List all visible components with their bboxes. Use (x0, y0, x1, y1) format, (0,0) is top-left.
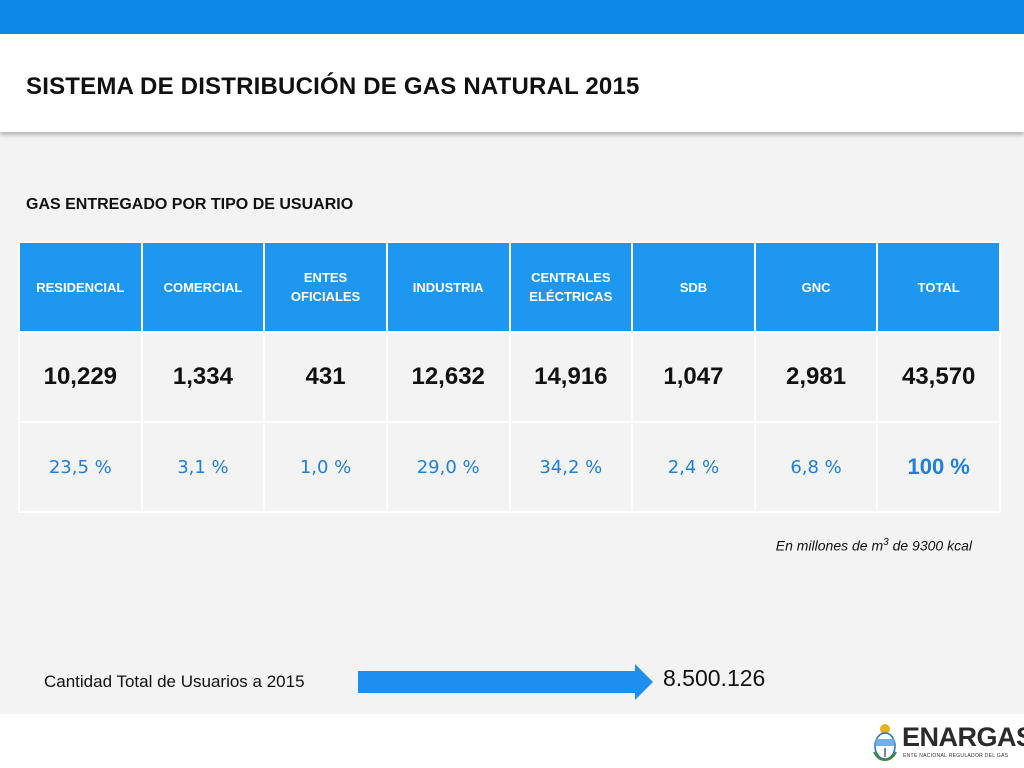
col-header-total: TOTAL (876, 241, 1001, 333)
value-gnc: 2,981 (753, 331, 879, 423)
units-note-prefix: En millones de m (775, 537, 884, 554)
value-sdb: 1,047 (631, 331, 756, 423)
total-users-value: 8.500.126 (663, 665, 766, 691)
enargas-logo: ENARGAS ENTE NACIONAL REGULADOR DEL GAS (872, 722, 1024, 764)
coat-of-arms-icon (873, 724, 897, 762)
value-centrales-electricas: 14,916 (508, 331, 634, 423)
percent-industria: 29,0 % (385, 421, 511, 513)
section-title: GAS ENTREGADO POR TIPO DE USUARIO (26, 196, 354, 213)
percent-residencial: 23,5 % (18, 421, 143, 513)
col-header-comercial: COMERCIAL (140, 241, 266, 333)
value-total: 43,570 (876, 331, 1001, 423)
title-band (0, 34, 1024, 132)
col-header-entes-oficiales: ENTES OFICIALES (263, 241, 388, 333)
percent-total: 100 % (876, 421, 1001, 513)
percent-sdb: 2,4 % (631, 421, 756, 513)
value-industria: 12,632 (385, 331, 511, 423)
table-row-percentages: 23,5 % 3,1 % 1,0 % 29,0 % 34,2 % 2,4 % 6… (18, 421, 1001, 513)
value-entes-oficiales: 431 (263, 331, 388, 423)
value-residencial: 10,229 (18, 331, 143, 423)
footer-band (0, 714, 1024, 768)
percent-centrales-electricas: 34,2 % (508, 421, 634, 513)
col-header-residencial: RESIDENCIAL (18, 241, 143, 333)
page-title: SISTEMA DE DISTRIBUCIÓN DE GAS NATURAL 2… (26, 73, 640, 100)
percent-gnc: 6,8 % (753, 421, 879, 513)
col-header-sdb: SDB (631, 241, 756, 333)
units-note-superscript: 3 (883, 537, 889, 548)
top-accent-bar (0, 0, 1024, 34)
col-header-centrales-electricas: CENTRALES ELÉCTRICAS (508, 241, 634, 333)
col-header-gnc: GNC (753, 241, 879, 333)
value-comercial: 1,334 (140, 331, 266, 423)
total-users-label: Cantidad Total de Usuarios a 2015 (44, 672, 305, 691)
right-arrow-icon (358, 664, 653, 700)
units-note: En millones de m3 de 9300 kcal (776, 537, 972, 554)
col-header-industria: INDUSTRIA (385, 241, 511, 333)
gas-delivered-table: RESIDENCIAL COMERCIAL ENTES OFICIALES IN… (18, 241, 1001, 513)
percent-comercial: 3,1 % (140, 421, 266, 513)
units-note-suffix: de 9300 kcal (888, 537, 972, 554)
table-row-values: 10,229 1,334 431 12,632 14,916 1,047 2,9… (18, 331, 1001, 423)
logo-text: ENARGAS (902, 722, 1024, 752)
percent-entes-oficiales: 1,0 % (263, 421, 388, 513)
logo-subtitle: ENTE NACIONAL REGULADOR DEL GAS (903, 753, 1009, 759)
table-header-row: RESIDENCIAL COMERCIAL ENTES OFICIALES IN… (18, 241, 1001, 333)
